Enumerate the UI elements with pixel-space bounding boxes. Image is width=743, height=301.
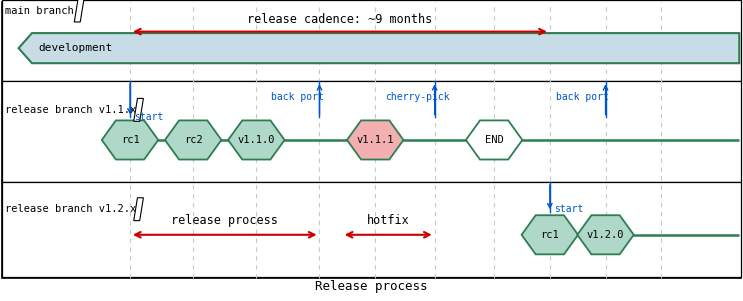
Polygon shape <box>102 120 158 160</box>
Text: hotfix: hotfix <box>367 214 409 227</box>
Text: cherry-pick: cherry-pick <box>385 92 450 102</box>
Polygon shape <box>134 98 143 121</box>
FancyBboxPatch shape <box>2 182 741 277</box>
Text: back port: back port <box>271 92 324 102</box>
Text: start: start <box>554 204 583 214</box>
Text: release branch v1.2.x: release branch v1.2.x <box>5 204 137 214</box>
Text: v1.1.1: v1.1.1 <box>357 135 394 145</box>
Text: Release process: Release process <box>315 281 428 293</box>
Text: start: start <box>134 112 163 122</box>
Polygon shape <box>577 215 634 254</box>
Text: rc1: rc1 <box>120 135 140 145</box>
Polygon shape <box>19 33 739 63</box>
Text: release branch v1.1.x: release branch v1.1.x <box>5 105 137 115</box>
Text: development: development <box>38 43 112 53</box>
Polygon shape <box>522 215 578 254</box>
FancyBboxPatch shape <box>2 81 741 182</box>
Polygon shape <box>347 120 403 160</box>
Text: v1.1.0: v1.1.0 <box>238 135 275 145</box>
Polygon shape <box>228 120 285 160</box>
FancyBboxPatch shape <box>2 2 741 278</box>
FancyBboxPatch shape <box>2 0 741 81</box>
Text: v1.2.0: v1.2.0 <box>587 230 624 240</box>
Text: END: END <box>484 135 504 145</box>
Text: rc1: rc1 <box>540 230 559 240</box>
Text: rc2: rc2 <box>184 135 203 145</box>
Polygon shape <box>165 120 221 160</box>
Polygon shape <box>134 198 143 221</box>
Text: release cadence: ~9 months: release cadence: ~9 months <box>247 13 432 26</box>
Text: main branch: main branch <box>5 5 74 16</box>
Polygon shape <box>466 120 522 160</box>
Text: release process: release process <box>172 214 278 227</box>
Text: back port: back port <box>556 92 609 102</box>
Polygon shape <box>74 0 84 22</box>
